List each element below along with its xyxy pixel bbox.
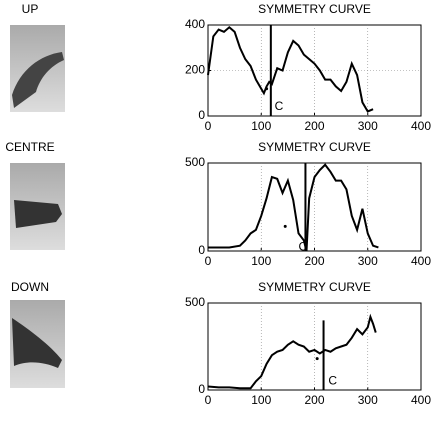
x-tick-label: 0 bbox=[205, 254, 212, 268]
marker-label: C bbox=[299, 240, 308, 254]
x-tick-label: 300 bbox=[358, 254, 378, 268]
plot-frame bbox=[207, 302, 422, 391]
y-tick-label: 0 bbox=[198, 108, 205, 122]
x-tick-label: 300 bbox=[358, 119, 378, 133]
x-tick-label: 0 bbox=[205, 393, 212, 407]
x-tick-label: 400 bbox=[411, 254, 431, 268]
data-line bbox=[207, 313, 377, 390]
data-line bbox=[208, 163, 379, 252]
x-tick-label: 300 bbox=[358, 393, 378, 407]
photo-up bbox=[10, 25, 65, 112]
y-tick-label: 0 bbox=[198, 382, 205, 396]
point bbox=[265, 87, 269, 91]
chart-title: SYMMETRY CURVE bbox=[258, 280, 371, 294]
data-line bbox=[207, 25, 374, 113]
y-tick-label: 200 bbox=[185, 63, 205, 77]
photo-down bbox=[10, 300, 65, 388]
x-tick-label: 100 bbox=[251, 393, 271, 407]
x-tick-label: 200 bbox=[304, 393, 324, 407]
chart-title: SYMMETRY CURVE bbox=[258, 140, 371, 154]
y-tick-label: 500 bbox=[185, 155, 205, 169]
x-tick-label: 400 bbox=[411, 119, 431, 133]
x-tick-label: 400 bbox=[411, 393, 431, 407]
x-tick-label: 100 bbox=[251, 119, 271, 133]
x-tick-label: 100 bbox=[251, 254, 271, 268]
marker-label: C bbox=[328, 373, 337, 387]
photo-centre bbox=[10, 163, 65, 250]
point bbox=[315, 357, 319, 361]
x-tick-label: 200 bbox=[304, 119, 324, 133]
marker-label: C bbox=[275, 99, 284, 113]
point bbox=[283, 224, 287, 228]
chart-title: SYMMETRY CURVE bbox=[258, 2, 371, 16]
x-tick-label: 0 bbox=[205, 119, 212, 133]
panel-label: CENTRE bbox=[5, 140, 54, 154]
y-tick-label: 500 bbox=[185, 295, 205, 309]
y-tick-label: 0 bbox=[198, 243, 205, 257]
panel-label: DOWN bbox=[11, 280, 49, 294]
panel-label: UP bbox=[22, 2, 39, 16]
x-tick-label: 200 bbox=[304, 254, 324, 268]
y-tick-label: 400 bbox=[185, 17, 205, 31]
